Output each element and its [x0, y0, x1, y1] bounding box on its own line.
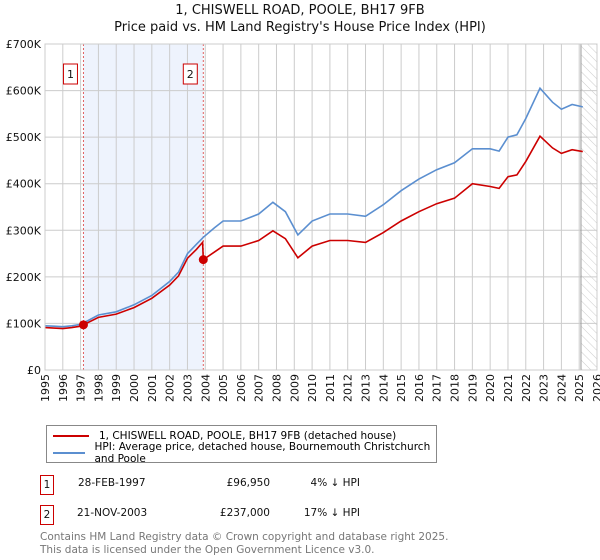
- y-tick-label: £500K: [6, 131, 42, 144]
- chart-title: 1, CHISWELL ROAD, POOLE, BH17 9FB: [175, 3, 425, 18]
- x-tick-label: 2016: [413, 374, 426, 402]
- sale-badge-label: 2: [187, 68, 194, 81]
- x-tick-label: 1995: [39, 374, 52, 402]
- x-tick-label: 2017: [431, 374, 444, 402]
- transaction-badge: 1: [40, 475, 54, 495]
- x-tick-label: 2024: [555, 374, 568, 402]
- price-chart: 1 2 1995 1996 1997 1998 1999 2000 2001 2002 2003 20…: [6, 38, 600, 402]
- plot-frame: [44, 43, 598, 371]
- sale-point: [198, 255, 208, 265]
- ownership-shade: [83, 44, 204, 370]
- footer-copyright: Contains HM Land Registry data © Crown c…: [40, 531, 449, 543]
- y-tick-label: £200K: [6, 271, 42, 284]
- transaction-hpi-diff: 4% ↓ HPI: [310, 477, 360, 489]
- x-tick-label: 2023: [538, 374, 551, 402]
- transaction-price: £96,950: [226, 477, 270, 489]
- forecast-hatch: [580, 44, 597, 370]
- x-tick-label: 1997: [75, 374, 88, 402]
- sale-badge-box: [62, 63, 78, 85]
- x-tick-label: 2003: [181, 374, 194, 402]
- x-tick-label: 2007: [253, 374, 266, 402]
- x-tick-label: 2020: [484, 374, 497, 402]
- x-tick-label: 2012: [342, 374, 355, 402]
- x-tick-label: 2025: [573, 374, 586, 402]
- transaction-price: £237,000: [219, 507, 270, 519]
- chart-subtitle: Price paid vs. HM Land Registry's House …: [114, 20, 486, 35]
- x-tick-label: 2021: [502, 374, 515, 402]
- y-tick-label: £400K: [6, 178, 42, 191]
- property-price-line: [44, 134, 583, 330]
- y-tick-label: £0: [27, 364, 41, 377]
- x-tick-label: 2001: [146, 374, 159, 402]
- x-tick-label: 2009: [288, 374, 301, 402]
- x-tick-label: 2006: [235, 374, 248, 402]
- x-tick-label: 1996: [57, 374, 70, 402]
- y-tick-label: £600K: [6, 85, 42, 98]
- x-tick-label: 2026: [591, 374, 600, 402]
- x-tick-label: 2000: [128, 374, 141, 402]
- x-tick-label: 2005: [217, 374, 230, 402]
- y-tick-label: £300K: [6, 224, 42, 237]
- x-tick-label: 2013: [360, 374, 373, 402]
- x-tick-label: 2010: [306, 374, 319, 402]
- x-tick-label: 2002: [164, 374, 177, 402]
- hpi-line: [44, 86, 583, 328]
- x-tick-label: 2004: [199, 374, 212, 402]
- x-tick-label: 1999: [110, 374, 123, 402]
- legend-item-property: 1, CHISWELL ROAD, POOLE, BH17 9FB (detac…: [53, 428, 396, 444]
- y-tick-label: £700K: [6, 38, 42, 51]
- transaction-date: 21-NOV-2003: [77, 507, 148, 519]
- y-tick-label: £100K: [6, 317, 42, 330]
- legend-label-property: 1, CHISWELL ROAD, POOLE, BH17 9FB (detac…: [99, 430, 397, 442]
- legend: 1, CHISWELL ROAD, POOLE, BH17 9FB (detac…: [46, 425, 437, 465]
- transaction-badge: 2: [40, 505, 54, 525]
- legend-item-hpi: HPI: Average price, detached house, Bour…: [53, 441, 436, 465]
- footer-licence: This data is licensed under the Open Gov…: [40, 544, 375, 556]
- transaction-date: 28-FEB-1997: [78, 477, 146, 489]
- legend-swatch-hpi: [53, 452, 85, 454]
- x-tick-label: 2008: [270, 374, 283, 402]
- legend-swatch-property: [53, 435, 89, 437]
- legend-label-hpi: HPI: Average price, detached house, Bour…: [94, 441, 431, 465]
- sale-point: [78, 320, 88, 330]
- x-tick-label: 2014: [377, 374, 390, 402]
- x-tick-label: 2022: [520, 374, 533, 402]
- x-tick-label: 2019: [466, 374, 479, 402]
- x-tick-label: 2018: [449, 374, 462, 402]
- sale-badge-box: [182, 63, 198, 85]
- x-tick-label: 2011: [324, 374, 337, 402]
- x-tick-label: 1998: [92, 374, 105, 402]
- transaction-hpi-diff: 17% ↓ HPI: [303, 507, 360, 519]
- sale-badge-label: 1: [67, 68, 74, 81]
- x-tick-label: 2015: [395, 374, 408, 402]
